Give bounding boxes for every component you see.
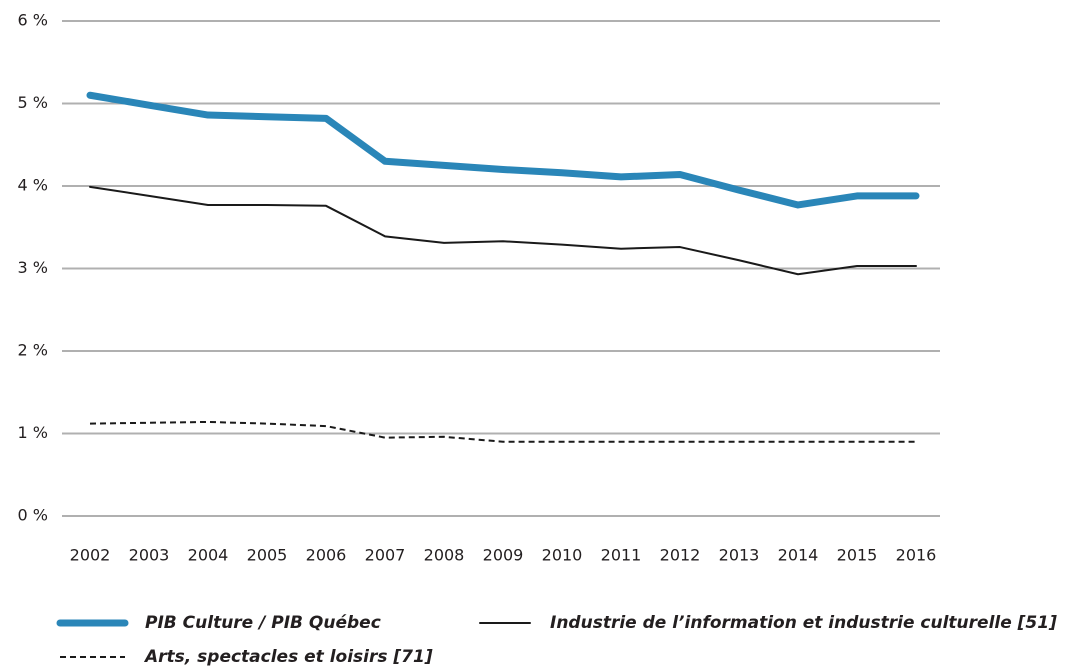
x-tick-label: 2016 [896, 546, 937, 565]
y-tick-label: 2 % [18, 341, 48, 360]
y-tick-label: 6 % [18, 11, 48, 30]
x-tick-label: 2015 [837, 546, 878, 565]
x-tick-label: 2011 [601, 546, 642, 565]
x-tick-label: 2002 [70, 546, 111, 565]
y-tick-label: 5 % [18, 93, 48, 112]
y-tick-label: 4 % [18, 176, 48, 195]
series-line [89, 420, 916, 443]
legend-label: Arts, spectacles et loisirs [71] [143, 647, 433, 667]
y-tick-label: 0 % [18, 506, 48, 525]
x-tick-label: 2008 [424, 546, 465, 565]
y-tick-label: 3 % [18, 258, 48, 277]
x-tick-label: 2009 [483, 546, 524, 565]
x-tick-label: 2013 [719, 546, 760, 565]
series-line [86, 91, 920, 209]
y-tick-label: 1 % [18, 423, 48, 442]
x-tick-label: 2014 [778, 546, 819, 565]
x-tick-label: 2004 [188, 546, 229, 565]
x-tick-label: 2007 [365, 546, 406, 565]
legend-label: Industrie de l’information et industrie … [550, 613, 1057, 633]
x-tick-label: 2005 [247, 546, 288, 565]
legend-label: PIB Culture / PIB Québec [145, 613, 381, 633]
x-tick-label: 2003 [129, 546, 170, 565]
series-line [89, 185, 917, 276]
x-tick-label: 2010 [542, 546, 583, 565]
x-tick-label: 2006 [306, 546, 347, 565]
x-tick-label: 2012 [660, 546, 701, 565]
